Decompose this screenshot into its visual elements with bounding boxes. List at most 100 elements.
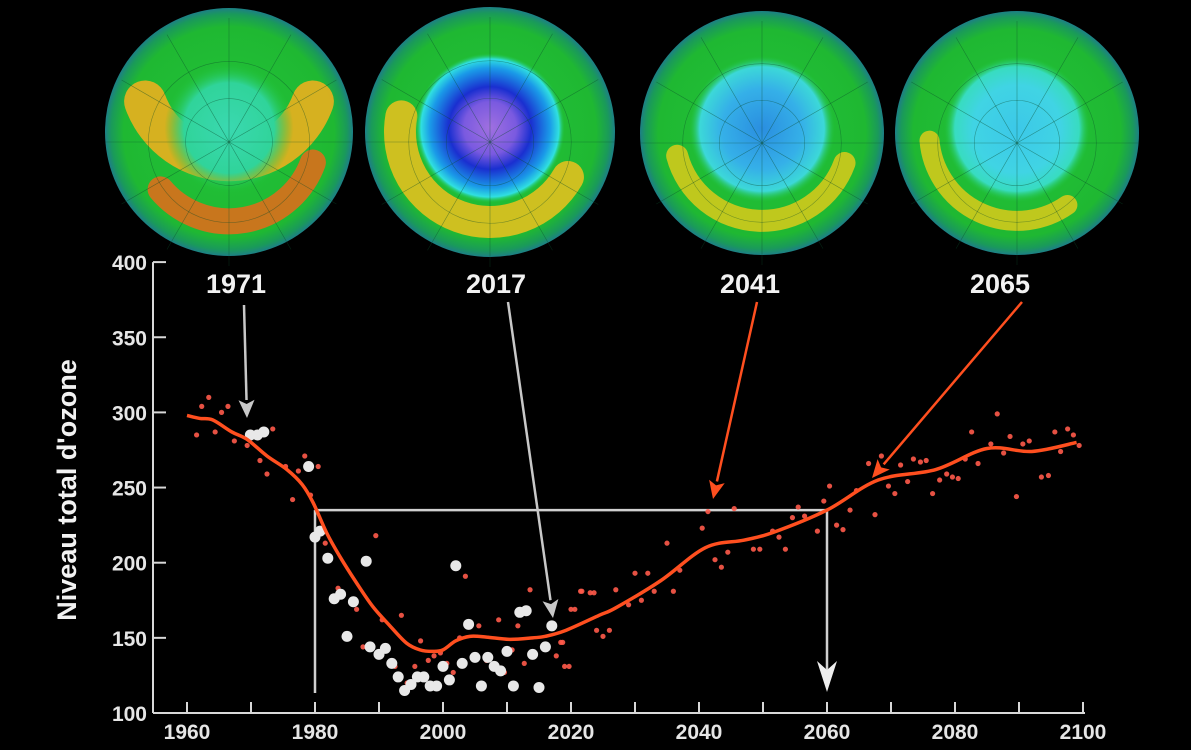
model-point [731, 505, 737, 512]
observed-point [341, 630, 353, 642]
model-point [587, 590, 593, 596]
model-point [225, 403, 231, 409]
model-point [579, 588, 585, 594]
model-point [462, 573, 468, 579]
meridian-line [228, 141, 292, 250]
model-point [651, 588, 657, 594]
observed-point [539, 641, 551, 653]
x-tick-label: 1980 [292, 721, 339, 744]
model-point [1052, 429, 1058, 435]
model-point [1020, 441, 1026, 447]
meridian-line [761, 142, 868, 205]
model-point [892, 490, 898, 497]
model-point [969, 429, 975, 435]
model-point [1045, 472, 1052, 479]
ozone-band-high [147, 149, 326, 235]
model-point [718, 564, 725, 570]
globe-year-label: 2065 [970, 269, 1030, 299]
ozone-globes [105, 7, 1139, 267]
observed-point [443, 674, 455, 686]
model-point [802, 513, 808, 519]
model-point [910, 456, 917, 462]
model-point [606, 627, 613, 633]
latitude-line [408, 60, 572, 224]
latitude-line [973, 100, 1060, 187]
model-point [431, 653, 437, 659]
model-point [750, 546, 757, 552]
observed-point [392, 671, 404, 683]
model-point [218, 409, 225, 415]
arrowhead-down [817, 661, 837, 692]
meridian-line [489, 33, 553, 143]
model-point [418, 638, 424, 644]
model-point [814, 528, 821, 534]
observed-point [379, 642, 391, 654]
observed-point [507, 680, 519, 692]
model-point [626, 602, 632, 608]
observed-point [520, 605, 532, 617]
model-point [568, 606, 574, 612]
model-point [1007, 433, 1013, 440]
x-tick-label: 2040 [676, 721, 723, 744]
observed-points [244, 426, 558, 696]
meridian-line [761, 142, 824, 249]
globe-2017 [365, 7, 615, 267]
axes: 100 150 200 250 300 350 400 1960 1980 2000 2020 204… [112, 252, 1106, 744]
observed-point [322, 552, 334, 564]
meridian-line [1016, 81, 1123, 144]
model-point [562, 663, 568, 670]
meridian-line [761, 37, 824, 144]
model-point [1013, 493, 1020, 500]
model-point [664, 540, 670, 546]
y-tick-label: 200 [112, 553, 147, 576]
meridian-line [166, 34, 230, 143]
model-point [898, 462, 904, 468]
observed-point [469, 651, 481, 663]
observed-point [450, 560, 462, 572]
arrow-line [715, 301, 759, 482]
model-point [944, 471, 950, 477]
latitude-line [682, 63, 842, 223]
arrow-line [506, 301, 552, 601]
globe-2041 [640, 11, 884, 265]
meridian-line [1016, 37, 1079, 144]
model-point [923, 457, 929, 464]
model-point [1038, 474, 1044, 480]
model-point [521, 660, 527, 667]
model-point [872, 512, 878, 518]
model-point [194, 432, 200, 438]
model-point [290, 496, 296, 503]
meridian-line [656, 142, 763, 205]
model-point [994, 411, 1000, 417]
observed-point [431, 680, 443, 692]
model-point [594, 627, 600, 633]
ozone-band [384, 100, 584, 238]
observed-point [482, 651, 494, 663]
meridian-line [1016, 142, 1123, 205]
model-point [613, 587, 619, 593]
observed-point [335, 588, 347, 600]
model-point [917, 459, 924, 465]
model-point [795, 504, 801, 510]
model-point [878, 453, 885, 459]
observed-point [418, 671, 430, 683]
model-point [315, 463, 321, 470]
meridian-line [489, 79, 599, 143]
meridian-line [700, 37, 763, 144]
model-point [257, 457, 263, 464]
model-point [270, 426, 276, 432]
y-tick-label: 300 [112, 402, 147, 425]
model-point [988, 441, 994, 447]
meridian-line [955, 37, 1018, 144]
model-point [496, 617, 502, 623]
model-point [975, 460, 981, 467]
observed-point [360, 555, 372, 567]
observed-point [475, 680, 487, 692]
model-point [600, 633, 606, 639]
globe-year-label: 2017 [466, 269, 526, 299]
arrowhead [709, 479, 725, 499]
x-tick-label: 2020 [548, 721, 595, 744]
x-tick-label: 2080 [932, 721, 979, 744]
observed-point [495, 665, 507, 677]
observed-point [347, 596, 359, 608]
